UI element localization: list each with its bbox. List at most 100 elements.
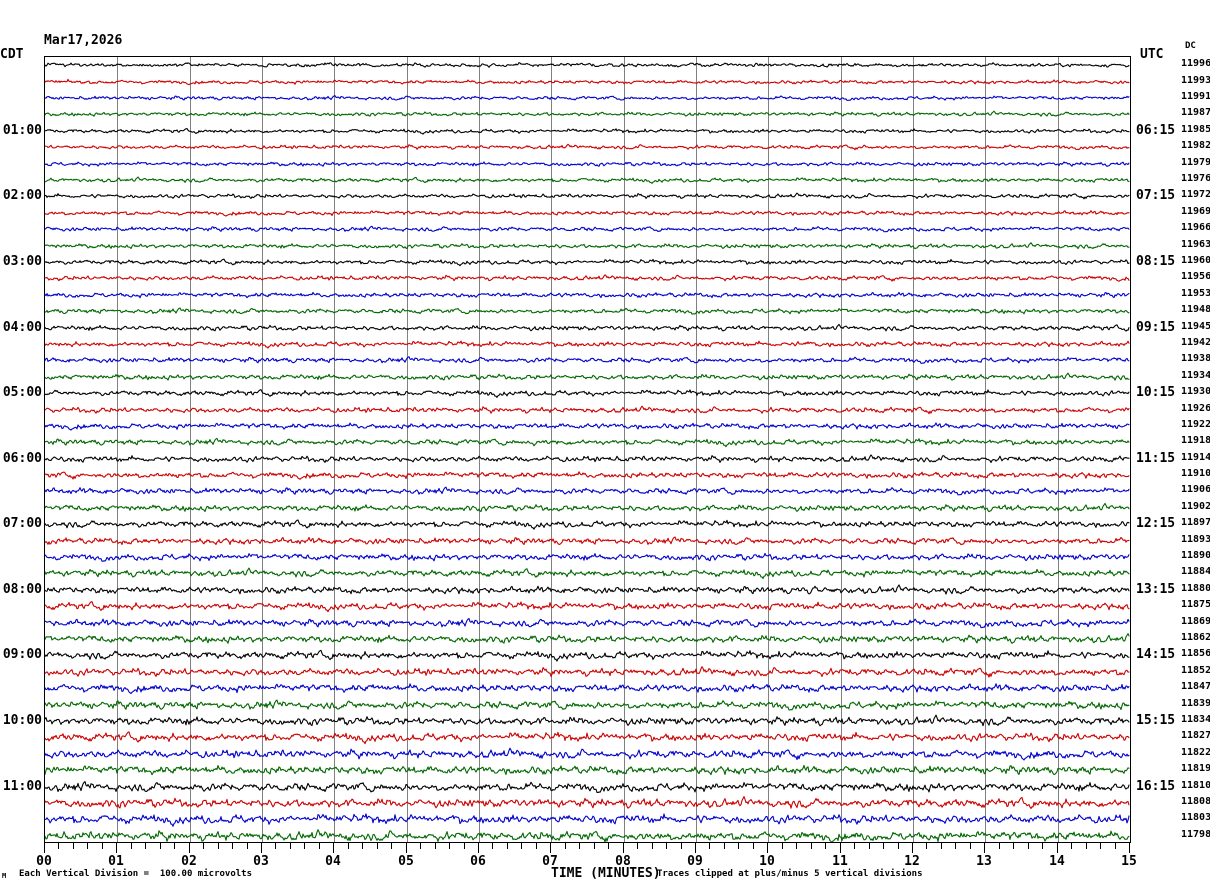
x-tick-minor — [941, 843, 942, 849]
x-tick-minor — [319, 843, 320, 849]
gridline-minute-04 — [334, 57, 335, 842]
x-tick-minor — [608, 843, 609, 849]
gridline-minute-02 — [190, 57, 191, 842]
trace-row — [45, 714, 1130, 760]
x-tick-minor — [247, 843, 248, 849]
left-hour-label: 06:00 — [2, 450, 42, 466]
x-tick-major — [623, 843, 624, 853]
x-tick-minor — [521, 843, 522, 849]
trace-row — [45, 501, 1130, 547]
trace-row — [45, 485, 1130, 531]
x-tick-minor — [420, 843, 421, 849]
x-tick-minor — [174, 843, 175, 849]
helicorder-plot[interactable] — [44, 56, 1131, 843]
trace-row — [45, 91, 1130, 137]
trace-row — [45, 649, 1130, 695]
trace-row — [45, 370, 1130, 416]
right-hour-label: 07:15 — [1136, 188, 1176, 204]
x-tick-minor — [160, 843, 161, 849]
x-tick-minor — [652, 843, 653, 849]
x-tick-minor — [290, 843, 291, 849]
trace-row — [45, 387, 1130, 433]
x-tick-minor — [348, 843, 349, 849]
left-hour-label: 10:00 — [2, 713, 42, 729]
x-tick-label: 12 — [904, 854, 920, 869]
x-tick-major — [406, 843, 407, 853]
x-tick-label: 13 — [976, 854, 992, 869]
clipping-note: Traces clipped at plus/minus 5 vertical … — [657, 869, 923, 879]
dc-value: 11942 — [1181, 336, 1210, 348]
x-tick-major — [189, 843, 190, 853]
x-tick-minor — [1071, 843, 1072, 849]
x-axis-ticks — [44, 843, 1131, 855]
dc-value: 11996 — [1181, 58, 1210, 70]
gridline-minute-09 — [696, 57, 697, 842]
dc-value: 11960 — [1181, 254, 1210, 266]
dc-value: 11819 — [1181, 763, 1210, 775]
x-tick-minor — [102, 843, 103, 849]
trace-row — [45, 813, 1130, 842]
gridline-minute-03 — [262, 57, 263, 842]
dc-value: 11945 — [1181, 320, 1210, 332]
trace-row — [45, 764, 1130, 810]
dc-value: 11963 — [1181, 238, 1210, 250]
dc-value: 11880 — [1181, 582, 1210, 594]
x-tick-label: 04 — [325, 854, 341, 869]
dc-value: 11982 — [1181, 140, 1210, 152]
x-tick-minor — [926, 843, 927, 849]
dc-value: 11803 — [1181, 812, 1210, 824]
trace-row — [45, 305, 1130, 351]
trace-row — [45, 583, 1130, 629]
x-tick-minor — [145, 843, 146, 849]
dc-value: 11852 — [1181, 664, 1210, 676]
corner-mark: M — [2, 872, 7, 880]
trace-row — [45, 190, 1130, 236]
x-tick-minor — [811, 843, 812, 849]
x-tick-minor — [232, 843, 233, 849]
trace-row — [45, 57, 1130, 88]
dc-value: 11922 — [1181, 418, 1210, 430]
x-tick-minor — [1028, 843, 1029, 849]
gridline-minute-12 — [913, 57, 914, 842]
x-tick-label: 10 — [759, 854, 775, 869]
left-timezone-label: CDT — [0, 47, 24, 62]
dc-value: 11902 — [1181, 500, 1210, 512]
dc-value: 11869 — [1181, 615, 1210, 627]
left-hour-label: 02:00 — [2, 188, 42, 204]
trace-row — [45, 698, 1130, 744]
trace-row — [45, 780, 1130, 826]
x-tick-minor — [449, 843, 450, 849]
right-hour-label: 14:15 — [1136, 647, 1176, 663]
dc-value: 11893 — [1181, 533, 1210, 545]
right-hour-label: 10:15 — [1136, 385, 1176, 401]
trace-row — [45, 337, 1130, 383]
dc-value: 11934 — [1181, 369, 1210, 381]
dc-value: 11906 — [1181, 484, 1210, 496]
right-hour-label: 08:15 — [1136, 253, 1176, 269]
dc-value: 11822 — [1181, 746, 1210, 758]
dc-value: 11827 — [1181, 730, 1210, 742]
dc-value: 11930 — [1181, 386, 1210, 398]
x-tick-minor — [464, 843, 465, 849]
dc-value: 11862 — [1181, 632, 1210, 644]
vertical-scale-note: Each Vertical Division = 100.00 microvol… — [19, 869, 252, 879]
x-tick-minor — [507, 843, 508, 849]
x-tick-label: 01 — [108, 854, 124, 869]
x-tick-label: 09 — [687, 854, 703, 869]
x-tick-label: 14 — [1049, 854, 1065, 869]
right-hour-label: 11:15 — [1136, 450, 1176, 466]
left-hour-label: 07:00 — [2, 516, 42, 532]
gridline-minute-13 — [985, 57, 986, 842]
dc-value: 11966 — [1181, 222, 1210, 234]
gridline-minute-11 — [841, 57, 842, 842]
x-tick-major — [1057, 843, 1058, 853]
dc-value: 11856 — [1181, 648, 1210, 660]
trace-row — [45, 436, 1130, 482]
x-tick-minor — [275, 843, 276, 849]
dc-value: 11798 — [1181, 828, 1210, 840]
x-tick-label: 06 — [470, 854, 486, 869]
x-tick-minor — [898, 843, 899, 849]
trace-row — [45, 468, 1130, 514]
dc-value: 11969 — [1181, 205, 1210, 217]
trace-row — [45, 141, 1130, 187]
